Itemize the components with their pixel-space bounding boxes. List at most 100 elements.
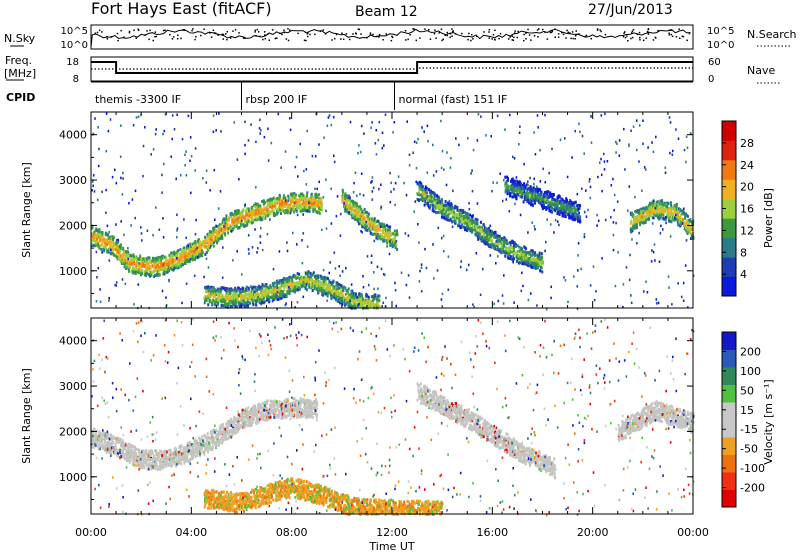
noise-dot: [647, 28, 650, 31]
heatmap-cell: [488, 243, 491, 247]
heatmap-cell: [391, 240, 394, 244]
heatmap-cell: [90, 231, 93, 235]
heatmap-cell: [185, 249, 188, 253]
heatmap-cell: [312, 271, 315, 275]
heatmap-cell: [279, 207, 282, 211]
heatmap-cell: [145, 257, 148, 261]
heatmap-cell: [649, 210, 652, 214]
noise-dot: [94, 32, 96, 34]
heatmap-cell: [504, 254, 507, 258]
heatmap-cell: [313, 280, 315, 284]
heatmap-cell: [691, 221, 694, 225]
heatmap-cell: [539, 266, 542, 269]
heatmap-cell: [432, 205, 435, 209]
heatmap-cell: [271, 198, 273, 202]
heatmap-cell: [466, 227, 469, 231]
heatmap-cell: [122, 258, 125, 262]
heatmap-cell: [197, 238, 200, 242]
heatmap-cell: [172, 260, 175, 264]
heatmap-cell: [255, 303, 258, 307]
noise-dot: [630, 37, 632, 40]
heatmap-cell: [547, 190, 550, 194]
heatmap-cell: [688, 225, 691, 229]
heatmap-cell: [287, 209, 289, 213]
heatmap-cell: [331, 291, 334, 295]
heatmap-cell: [549, 200, 552, 204]
heatmap-cell: [354, 207, 357, 210]
heatmap-cell: [298, 282, 300, 286]
heatmap-cell: [530, 203, 532, 207]
noise-dot: [319, 30, 322, 33]
noise-dot: [562, 33, 565, 36]
heatmap-cell: [496, 245, 499, 249]
heatmap-cell: [636, 219, 639, 223]
heatmap-cell: [523, 261, 526, 265]
heatmap-cell: [373, 217, 376, 221]
heatmap-cell: [534, 201, 536, 205]
heatmap-cell: [538, 257, 541, 261]
noise-dot: [303, 39, 306, 41]
noise-dot: [345, 33, 348, 35]
heatmap-cell: [352, 300, 355, 303]
heatmap-cell: [387, 233, 390, 237]
heatmap-cell: [242, 208, 245, 212]
heatmap-cell: [534, 194, 537, 198]
noise-dot: [148, 38, 150, 41]
heatmap-cell: [566, 205, 569, 208]
heatmap-cell: [214, 300, 217, 304]
heatmap-cell: [296, 286, 299, 289]
heatmap-cell: [419, 188, 422, 192]
heatmap-cell: [673, 206, 676, 210]
heatmap-cell: [478, 229, 481, 233]
heatmap-cell: [183, 246, 186, 250]
heatmap-cell: [518, 181, 521, 185]
heatmap-cell: [505, 239, 508, 243]
heatmap-cell: [505, 175, 508, 179]
heatmap-cell: [560, 197, 563, 201]
heatmap-cell: [513, 185, 516, 189]
heatmap-cell: [518, 257, 521, 261]
heatmap-cell: [347, 296, 350, 300]
heatmap-cell: [261, 288, 264, 292]
heatmap-cell: [306, 191, 309, 195]
heatmap-cell: [514, 250, 517, 254]
heatmap-cell: [203, 301, 206, 305]
heatmap-cell: [221, 293, 224, 297]
heatmap-cell: [386, 241, 389, 245]
heatmap-cell: [357, 205, 360, 209]
heatmap-cell: [676, 220, 679, 224]
heatmap-cell: [530, 199, 533, 203]
heatmap-cell: [678, 211, 680, 215]
heatmap-cell: [276, 279, 279, 283]
heatmap-cell: [312, 209, 315, 213]
heatmap-cell: [528, 191, 531, 195]
heatmap-cell: [352, 292, 355, 295]
noise-dot: [569, 32, 571, 34]
heatmap-cell: [665, 207, 668, 211]
heatmap-cell: [659, 199, 662, 203]
heatmap-cell: [162, 272, 165, 276]
heatmap-cell: [516, 182, 519, 186]
heatmap-cell: [169, 267, 172, 270]
heatmap-cell: [191, 258, 194, 262]
heatmap-cell: [342, 289, 345, 293]
noise-dot: [415, 39, 417, 42]
heatmap-cell: [241, 296, 244, 300]
heatmap-cell: [216, 292, 219, 295]
heatmap-cell: [393, 229, 396, 233]
heatmap-cell: [180, 259, 183, 263]
heatmap-cell: [103, 245, 106, 248]
heatmap-cell: [296, 276, 299, 280]
heatmap-cell: [453, 214, 456, 218]
heatmap-cell: [346, 196, 349, 200]
heatmap-cell: [516, 244, 519, 248]
heatmap-cell: [534, 253, 536, 257]
heatmap-cell: [227, 305, 230, 309]
heatmap-cell: [655, 210, 658, 214]
noise-dot: [210, 36, 213, 38]
heatmap-cell: [169, 260, 172, 264]
heatmap-cell: [321, 208, 324, 212]
heatmap-cell: [229, 227, 232, 231]
heatmap-cell: [271, 291, 274, 294]
heatmap-cell: [505, 186, 508, 190]
